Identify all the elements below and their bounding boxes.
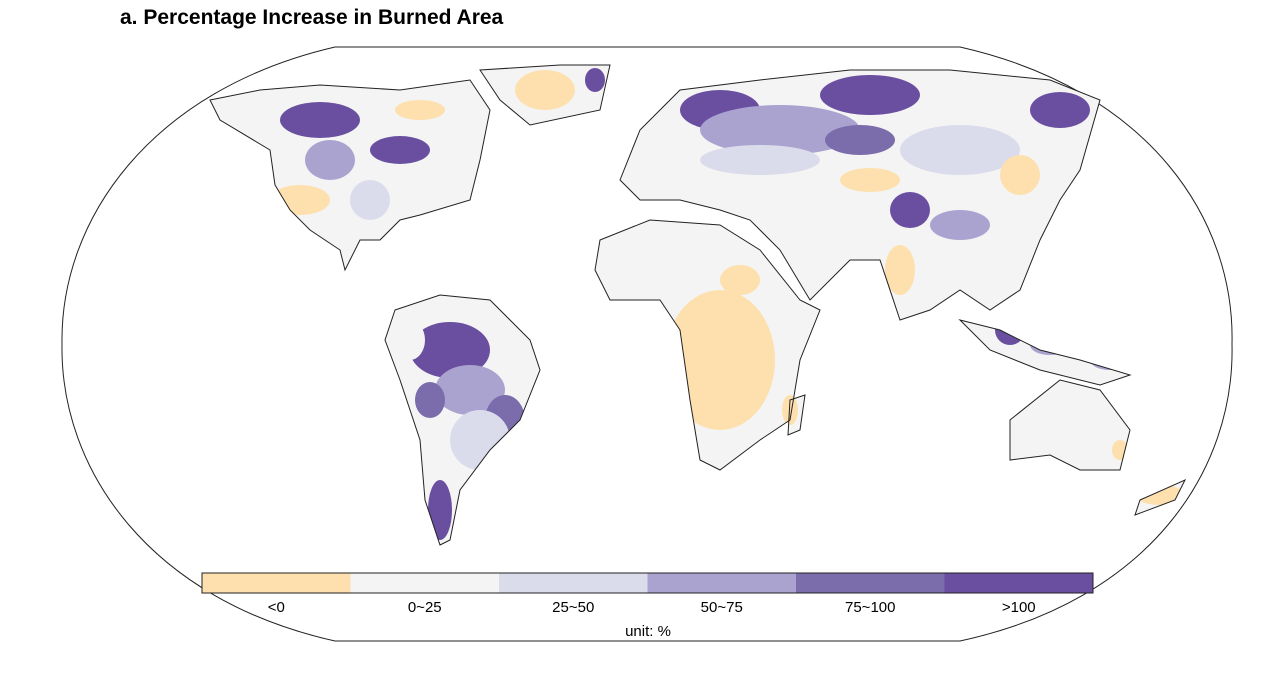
burned-area-patch: [410, 322, 490, 378]
legend-label: >100: [1002, 599, 1036, 616]
burned-area-patch: [1030, 92, 1090, 128]
burned-area-patch: [930, 210, 990, 240]
legend-swatch: [944, 573, 1093, 593]
legend-swatch: [499, 573, 648, 593]
burned-area-patch: [900, 125, 1020, 175]
burned-area-patch: [782, 395, 798, 425]
burned-area-patch: [890, 192, 930, 228]
legend-unit: unit: %: [625, 623, 671, 640]
legend-label: 50~75: [701, 599, 743, 616]
legend-label: 0~25: [408, 599, 442, 616]
burned-area-patch: [840, 168, 900, 192]
burned-area-patch: [395, 100, 445, 120]
legend: <0 0~25 25~50 50~75 75~100 >100: [201, 572, 1094, 616]
burned-area-patch: [395, 320, 425, 360]
burned-area-patch: [825, 125, 895, 155]
legend-swatch: [647, 573, 796, 593]
legend-label: <0: [268, 599, 285, 616]
burned-area-patch: [515, 70, 575, 110]
burned-area-patch: [305, 140, 355, 180]
burned-area-patch: [885, 245, 915, 295]
map-title: a. Percentage Increase in Burned Area: [120, 6, 504, 29]
legend-swatch: [796, 573, 945, 593]
burned-area-patch: [428, 480, 452, 540]
burned-area-patch: [415, 382, 445, 418]
burned-area-patch: [350, 180, 390, 220]
legend-swatch: [202, 573, 351, 593]
legend-label: 25~50: [552, 599, 594, 616]
legend-border: [201, 572, 1094, 594]
burned-area-patch: [585, 68, 605, 92]
burned-area-patch: [820, 75, 920, 115]
burned-area-patch: [1000, 155, 1040, 195]
burned-area-patch: [280, 102, 360, 138]
burned-area-patch: [435, 365, 505, 415]
burned-area-patch: [370, 136, 430, 164]
legend-swatch: [350, 573, 499, 593]
burned-area-patch: [665, 290, 775, 430]
legend-label: 75~100: [845, 599, 895, 616]
burned-area-patch: [700, 105, 860, 155]
burned-area-patch: [720, 265, 760, 295]
burned-area-patch: [700, 145, 820, 175]
